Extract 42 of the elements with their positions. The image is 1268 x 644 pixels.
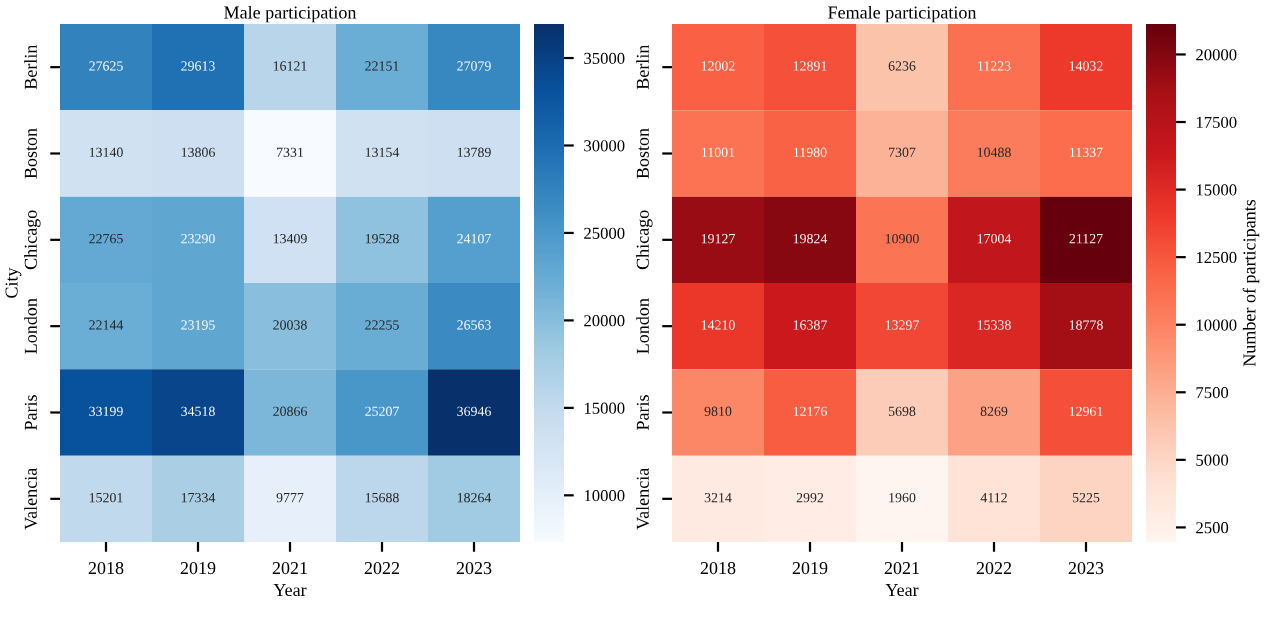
x-tick-label: 2019 (792, 561, 828, 575)
color-bar-label: 25000 (584, 227, 625, 239)
color-bar-label: 10000 (1196, 319, 1237, 331)
chart-title: Female participation (828, 5, 977, 23)
x-tick-label: 2018 (88, 561, 124, 575)
y-tick-label: Chicago (636, 210, 653, 270)
color-bar-label: 17500 (1196, 116, 1237, 128)
color-bar-label: 2500 (1196, 522, 1229, 534)
color-bar-label: 10000 (584, 490, 625, 502)
x-tick-label: 2018 (700, 561, 736, 575)
color-bar-label: 15000 (584, 402, 625, 414)
x-tick-label: 2021 (272, 561, 307, 575)
color-bar-label: 7500 (1196, 386, 1229, 399)
y-tick-label: London (636, 298, 649, 354)
color-bar-label: 35000 (584, 52, 625, 64)
color-bar-label: 20000 (1196, 49, 1237, 61)
color-bar-label: 20000 (584, 315, 625, 327)
x-tick-label: 2023 (456, 561, 492, 575)
x-tick-label: 2022 (364, 561, 400, 575)
y-tick-label: Berlin (636, 44, 649, 90)
y-tick-label: Boston (24, 128, 37, 179)
y-tick-label: Paris (24, 395, 37, 431)
x-axis-title: Year (885, 584, 919, 597)
color-bar-label: 15000 (1196, 184, 1237, 196)
y-tick-label: Valencia (24, 468, 37, 530)
y-tick-label: Valencia (636, 468, 649, 530)
color-bar-label: 12500 (1196, 251, 1237, 264)
chart-title: Male participation (224, 5, 357, 23)
x-tick-label: 2021 (884, 561, 919, 575)
y-tick-label: Berlin (24, 44, 37, 90)
y-tick-label: Paris (636, 395, 649, 431)
color-bar-title: Number of participants (1242, 199, 1260, 367)
y-axis-title: City (5, 267, 22, 298)
color-bar-label: 5000 (1196, 454, 1229, 466)
x-axis-title: Year (273, 584, 307, 597)
y-tick-label: London (24, 298, 37, 354)
x-tick-label: 2023 (1068, 561, 1104, 575)
color-bar-label: 30000 (584, 140, 625, 152)
y-tick-label: Boston (636, 128, 649, 179)
y-tick-label: Chicago (24, 210, 41, 270)
x-tick-label: 2019 (180, 561, 216, 575)
x-tick-label: 2022 (976, 561, 1012, 575)
